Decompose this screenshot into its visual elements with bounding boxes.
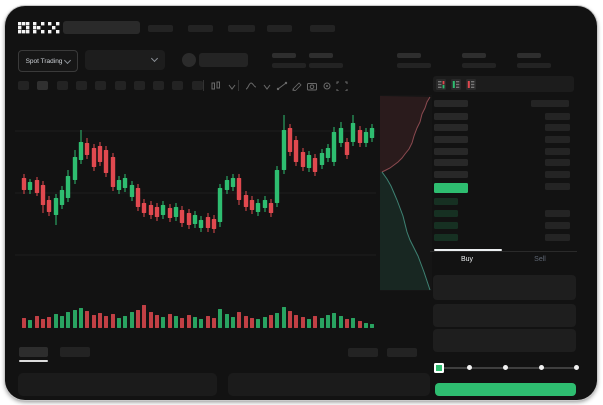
stat-value [517, 53, 541, 58]
timeframe-slot-8[interactable] [153, 81, 165, 90]
bottom-tab-indicator [19, 360, 48, 362]
stat-value [462, 53, 486, 58]
bottom-panel-1 [18, 373, 217, 396]
search-input[interactable] [63, 21, 140, 34]
bottom-tab-2[interactable] [60, 347, 90, 357]
book-both-icon[interactable] [436, 79, 446, 90]
bottom-pill-2[interactable] [387, 348, 417, 357]
timeframe-slot-5[interactable] [95, 81, 107, 90]
chevron-down-icon [64, 56, 72, 64]
chevron-down-icon[interactable] [226, 82, 238, 92]
slider-stop-5[interactable] [573, 365, 579, 370]
stat-label [309, 63, 343, 68]
bottom-tab-active[interactable] [19, 347, 48, 357]
fullscreen-icon[interactable] [336, 81, 348, 91]
orderbook-size-bar [545, 234, 570, 241]
buy-submit-button[interactable] [435, 383, 576, 396]
stat-label [517, 63, 551, 68]
timeframe-slot-7[interactable] [133, 81, 145, 90]
orderbook-size-bar [545, 124, 570, 131]
bottom-panel-2 [228, 373, 430, 396]
slider-stop-4[interactable] [538, 365, 544, 370]
buy-tab-indicator [434, 249, 502, 251]
total-field[interactable] [433, 329, 576, 352]
orderbook-price-bar[interactable] [434, 198, 458, 205]
toolbar-divider [203, 80, 204, 91]
camera-icon[interactable] [306, 81, 318, 91]
market-type-selector[interactable]: Spot Trading [18, 50, 78, 72]
slider-stop-3[interactable] [502, 365, 508, 370]
timeframe-slot-9[interactable] [172, 81, 184, 90]
toolbar-divider [238, 80, 239, 91]
orderbook-size-bar [545, 159, 570, 166]
amount-field[interactable] [433, 304, 576, 327]
market-type-label: Spot Trading [25, 57, 63, 65]
book-asks-icon[interactable] [466, 79, 476, 90]
okx-logo[interactable] [18, 22, 60, 34]
nav-item-2[interactable] [188, 25, 213, 32]
candle-style-icon[interactable] [210, 81, 222, 91]
orderbook-price-bar[interactable] [434, 210, 458, 217]
settings-icon[interactable] [321, 81, 333, 91]
slider-handle[interactable] [434, 363, 444, 373]
orderbook-price-bar[interactable] [434, 222, 458, 229]
orderbook-price-bar[interactable] [434, 171, 468, 178]
orderbook-size-bar [545, 183, 570, 190]
timeframe-slot-1[interactable] [18, 81, 29, 90]
pair-dropdown[interactable] [85, 50, 165, 70]
tab-sell[interactable]: Sell [534, 256, 546, 263]
timeframe-slot-2[interactable] [37, 81, 49, 90]
coin-avatar [182, 53, 196, 67]
chevron-down-icon [150, 54, 159, 63]
line-tool-icon[interactable] [276, 81, 288, 91]
orderbook-size-bar [545, 171, 570, 178]
orderbook-size-bar [531, 100, 569, 107]
orderbook-price-bar[interactable] [434, 100, 468, 107]
stat-value [397, 53, 421, 58]
orderbook-price-bar[interactable] [434, 159, 468, 166]
orderbook-price-bar[interactable] [434, 136, 468, 143]
last-price-bar[interactable] [434, 183, 468, 193]
nav-item-4[interactable] [267, 25, 292, 32]
timeframe-slot-10[interactable] [191, 81, 203, 90]
stat-value [309, 53, 333, 58]
stat-label [397, 63, 431, 68]
orderbook-size-bar [545, 210, 570, 217]
orderbook-price-bar[interactable] [434, 234, 458, 241]
amount-slider-track[interactable] [438, 367, 577, 369]
orderbook-price-bar[interactable] [434, 148, 468, 155]
nav-item-3[interactable] [228, 25, 255, 32]
draw-icon[interactable] [291, 81, 303, 91]
tab-buy[interactable]: Buy [460, 256, 474, 263]
book-bids-icon[interactable] [451, 79, 461, 90]
tab-divider [430, 251, 577, 252]
indicators-icon[interactable] [245, 81, 257, 91]
orderbook-price-bar[interactable] [434, 113, 468, 120]
timeframe-slot-3[interactable] [56, 81, 68, 90]
orderbook-price-bar[interactable] [434, 124, 468, 131]
chevron-down-icon[interactable] [261, 82, 273, 92]
orderbook-size-bar [545, 148, 570, 155]
stat-value [272, 53, 296, 58]
orderbook-size-bar [545, 136, 570, 143]
stat-label [462, 63, 496, 68]
nav-item-5[interactable] [310, 25, 335, 32]
orderbook-size-bar [545, 222, 570, 229]
slider-stop-2[interactable] [466, 365, 472, 370]
pair-name-placeholder [199, 53, 248, 67]
nav-item-1[interactable] [148, 25, 173, 32]
bottom-pill-1[interactable] [348, 348, 378, 357]
timeframe-slot-6[interactable] [114, 81, 126, 90]
timeframe-slot-4[interactable] [75, 81, 87, 90]
orderbook-size-bar [545, 113, 570, 120]
stat-label [272, 63, 306, 68]
price-field[interactable] [433, 275, 576, 300]
